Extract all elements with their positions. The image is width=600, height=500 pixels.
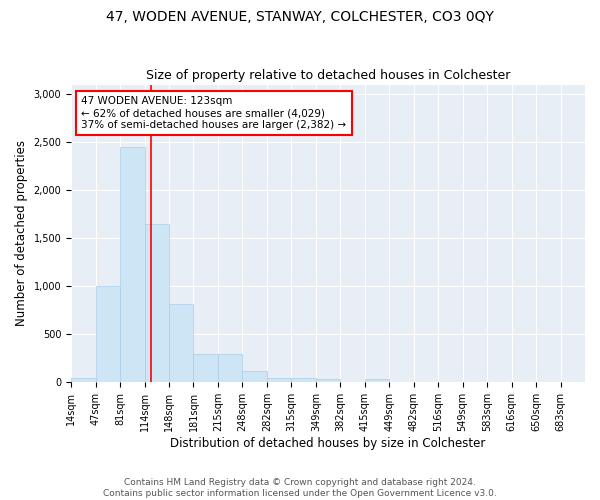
Text: Contains HM Land Registry data © Crown copyright and database right 2024.
Contai: Contains HM Land Registry data © Crown c… [103,478,497,498]
Title: Size of property relative to detached houses in Colchester: Size of property relative to detached ho… [146,69,510,82]
X-axis label: Distribution of detached houses by size in Colchester: Distribution of detached houses by size … [170,437,486,450]
Bar [316,380,340,382]
Bar [193,354,218,382]
Bar [145,224,169,382]
Bar [95,286,120,382]
Bar [169,304,193,382]
Text: 47, WODEN AVENUE, STANWAY, COLCHESTER, CO3 0QY: 47, WODEN AVENUE, STANWAY, COLCHESTER, C… [106,10,494,24]
Bar [267,378,292,382]
Bar [71,378,95,382]
Bar [120,147,145,382]
Bar [365,380,389,382]
Bar [292,378,316,382]
Y-axis label: Number of detached properties: Number of detached properties [15,140,28,326]
Bar [218,354,242,382]
Text: 47 WODEN AVENUE: 123sqm
← 62% of detached houses are smaller (4,029)
37% of semi: 47 WODEN AVENUE: 123sqm ← 62% of detache… [82,96,347,130]
Bar [242,372,267,382]
